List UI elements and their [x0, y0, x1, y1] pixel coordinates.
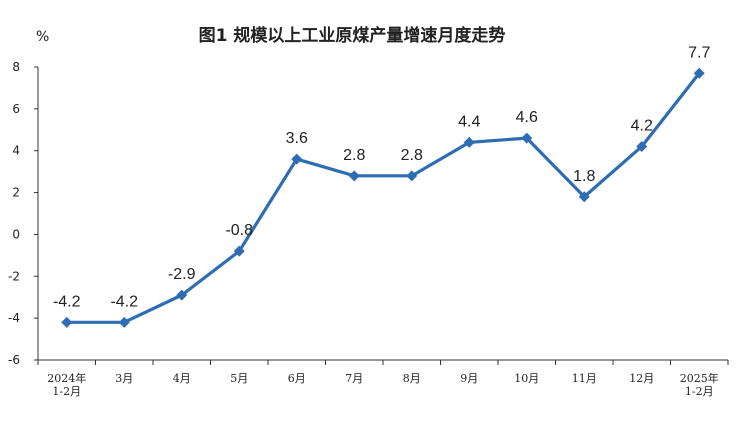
- x-tick-label: 9月: [460, 372, 478, 385]
- axes: [34, 66, 729, 365]
- data-label: 2.8: [343, 147, 365, 164]
- x-tick-label-line: 11月: [572, 372, 597, 385]
- series-line: [66, 72, 701, 324]
- data-point-marker: [636, 141, 648, 153]
- x-tick-label-line: 3月: [115, 372, 133, 385]
- y-tick-label: 2: [12, 186, 20, 200]
- x-tick-label: 11月: [572, 372, 597, 385]
- y-tick-label: -6: [8, 353, 20, 367]
- data-labels: -4.2 -4.2 -2.9 -0.8 3.6 2.8 2.8 4.4 4.6 1.8 4.2 7.7: [53, 44, 711, 310]
- x-tick-label-line: 5月: [230, 372, 248, 385]
- data-label: 3.6: [286, 130, 308, 147]
- data-label: 2.8: [401, 147, 423, 164]
- x-tick-label-line: 1-2月: [52, 385, 81, 398]
- data-label: 1.8: [573, 168, 595, 185]
- data-point-marker: [233, 245, 245, 257]
- x-tick-label-line: 10月: [514, 372, 539, 385]
- data-label: -4.2: [53, 293, 81, 310]
- x-tick-label-line: 7月: [345, 372, 363, 385]
- x-tick-label: 4月: [173, 372, 191, 385]
- x-tick-label-line: 6月: [288, 372, 306, 385]
- x-tick-label: 6月: [288, 372, 306, 385]
- data-point-marker: [406, 170, 418, 182]
- chart-title: 图1 规模以上工业原煤产量增速月度走势: [199, 25, 506, 46]
- data-label: 4.2: [631, 118, 653, 135]
- x-tick-label-line: 2025年: [680, 371, 719, 385]
- y-tick-label: 0: [12, 227, 20, 241]
- y-tick-label: -4: [8, 311, 20, 325]
- series-layer: [61, 67, 705, 328]
- data-point-marker: [118, 316, 130, 328]
- y-tick-label: 8: [12, 60, 20, 74]
- data-point-marker: [176, 289, 188, 301]
- x-tick-label: 8月: [403, 372, 421, 385]
- data-label: 4.4: [458, 113, 480, 130]
- data-point-marker: [463, 136, 475, 148]
- data-label: -2.9: [168, 266, 196, 283]
- x-tick-label-line: 1-2月: [685, 385, 714, 398]
- data-label: 7.7: [688, 44, 710, 61]
- x-tick-label: 12月: [629, 372, 654, 385]
- data-point-marker: [578, 191, 590, 203]
- data-point-marker: [521, 132, 533, 144]
- y-axis-unit-label: %: [36, 29, 49, 45]
- data-point-marker: [291, 153, 303, 165]
- x-tick-label: 10月: [514, 372, 539, 385]
- x-tick-label-line: 9月: [460, 372, 478, 385]
- y-tick-label: -2: [8, 269, 20, 283]
- x-tick-label: 3月: [115, 372, 133, 385]
- x-tick-label: 2024年 1-2月: [47, 371, 86, 398]
- x-tick-label-line: 2024年: [47, 371, 86, 385]
- data-point-marker: [348, 170, 360, 182]
- data-label: -0.8: [225, 222, 253, 239]
- y-tick-label: 6: [12, 102, 20, 116]
- x-tick-label: 2025年 1-2月: [680, 371, 719, 398]
- x-tick-label-line: 12月: [629, 372, 654, 385]
- x-tick-label: 7月: [345, 372, 363, 385]
- x-tick-label-line: 8月: [403, 372, 421, 385]
- data-point-marker: [693, 67, 705, 79]
- data-label: -4.2: [110, 293, 138, 310]
- x-tick-label-line: 4月: [173, 372, 191, 385]
- x-tick-label: 5月: [230, 372, 248, 385]
- data-label: 4.6: [516, 109, 538, 126]
- data-point-marker: [61, 316, 73, 328]
- y-tick-label: 4: [12, 144, 20, 158]
